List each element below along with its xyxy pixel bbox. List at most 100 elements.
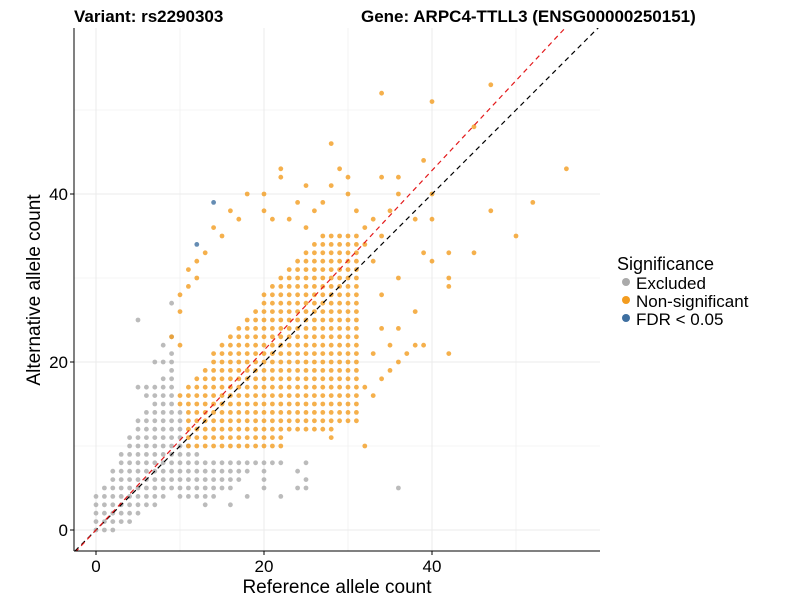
- point-non-significant: [270, 216, 275, 222]
- point-non-significant: [278, 410, 284, 415]
- point-non-significant: [429, 216, 435, 222]
- point-non-significant: [396, 359, 401, 365]
- point-non-significant: [379, 233, 384, 239]
- point-excluded: [110, 502, 116, 508]
- point-non-significant: [295, 275, 300, 281]
- point-non-significant: [202, 443, 208, 449]
- point-non-significant: [320, 334, 326, 340]
- point-non-significant: [312, 384, 317, 390]
- point-non-significant: [337, 309, 342, 314]
- point-excluded: [144, 418, 149, 424]
- point-excluded: [118, 452, 124, 457]
- point-excluded: [93, 519, 99, 524]
- point-non-significant: [421, 342, 426, 348]
- point-non-significant: [396, 275, 401, 281]
- point-excluded: [202, 460, 208, 466]
- legend-swatch: [622, 278, 630, 286]
- point-non-significant: [295, 426, 300, 432]
- legend: Significance ExcludedNon-significantFDR …: [617, 254, 749, 329]
- point-non-significant: [236, 410, 242, 415]
- chart-title-right: Gene: ARPC4-TTLL3 (ENSG00000250151): [361, 7, 696, 26]
- point-non-significant: [186, 401, 191, 407]
- point-non-significant: [295, 200, 300, 205]
- point-non-significant: [270, 410, 275, 415]
- point-non-significant: [345, 250, 351, 256]
- point-non-significant: [261, 317, 267, 323]
- point-excluded: [127, 443, 132, 449]
- point-non-significant: [236, 334, 242, 340]
- point-non-significant: [295, 376, 300, 382]
- point-non-significant: [236, 426, 242, 432]
- point-non-significant: [337, 393, 342, 398]
- point-excluded: [135, 418, 141, 424]
- point-non-significant: [244, 384, 250, 390]
- point-non-significant: [345, 233, 351, 239]
- point-excluded: [152, 485, 158, 491]
- point-non-significant: [202, 384, 208, 390]
- point-non-significant: [261, 342, 267, 348]
- point-excluded: [228, 502, 233, 508]
- point-non-significant: [286, 368, 292, 373]
- point-non-significant: [219, 359, 225, 365]
- point-non-significant: [286, 342, 292, 348]
- x-axis-title: Reference allele count: [242, 577, 432, 598]
- point-non-significant: [328, 359, 334, 365]
- point-non-significant: [320, 342, 326, 348]
- point-excluded: [295, 468, 300, 474]
- point-excluded: [152, 460, 158, 466]
- point-excluded: [160, 401, 166, 407]
- point-non-significant: [177, 292, 183, 298]
- point-non-significant: [312, 418, 317, 424]
- point-non-significant: [270, 342, 275, 348]
- point-non-significant: [270, 334, 275, 340]
- point-non-significant: [186, 410, 191, 415]
- point-non-significant: [211, 410, 217, 415]
- point-non-significant: [253, 393, 258, 398]
- point-non-significant: [253, 426, 258, 432]
- point-non-significant: [320, 258, 326, 264]
- point-non-significant: [328, 351, 334, 356]
- point-excluded: [202, 468, 208, 474]
- point-excluded: [118, 485, 124, 491]
- point-non-significant: [446, 351, 452, 356]
- point-non-significant: [244, 326, 250, 331]
- point-non-significant: [312, 292, 317, 298]
- y-axis-title: Alternative allele count: [24, 194, 45, 386]
- point-non-significant: [421, 158, 426, 163]
- point-non-significant: [345, 418, 351, 424]
- point-non-significant: [295, 384, 300, 390]
- point-non-significant: [404, 351, 410, 356]
- point-non-significant: [286, 410, 292, 415]
- point-non-significant: [219, 342, 225, 348]
- point-non-significant: [270, 368, 275, 373]
- point-excluded: [127, 468, 132, 474]
- point-excluded: [169, 477, 175, 482]
- point-excluded: [152, 384, 158, 390]
- point-excluded: [144, 426, 149, 432]
- point-excluded: [219, 477, 225, 482]
- point-non-significant: [244, 359, 250, 365]
- point-non-significant: [211, 435, 217, 440]
- point-non-significant: [244, 435, 250, 440]
- point-non-significant: [228, 401, 233, 407]
- point-non-significant: [303, 183, 309, 189]
- point-excluded: [169, 384, 175, 390]
- point-non-significant: [354, 326, 359, 331]
- point-excluded: [152, 401, 158, 407]
- point-non-significant: [278, 426, 284, 432]
- point-excluded: [211, 485, 217, 491]
- point-excluded: [244, 468, 250, 474]
- point-non-significant: [312, 284, 317, 289]
- point-excluded: [160, 384, 166, 390]
- x-ticks: 0 20 40: [91, 551, 441, 576]
- point-non-significant: [194, 443, 200, 449]
- point-non-significant: [228, 368, 233, 373]
- point-non-significant: [270, 359, 275, 365]
- point-non-significant: [337, 368, 342, 373]
- point-non-significant: [261, 426, 267, 432]
- point-non-significant: [328, 384, 334, 390]
- point-non-significant: [228, 334, 233, 340]
- point-non-significant: [286, 326, 292, 331]
- point-excluded: [144, 443, 149, 449]
